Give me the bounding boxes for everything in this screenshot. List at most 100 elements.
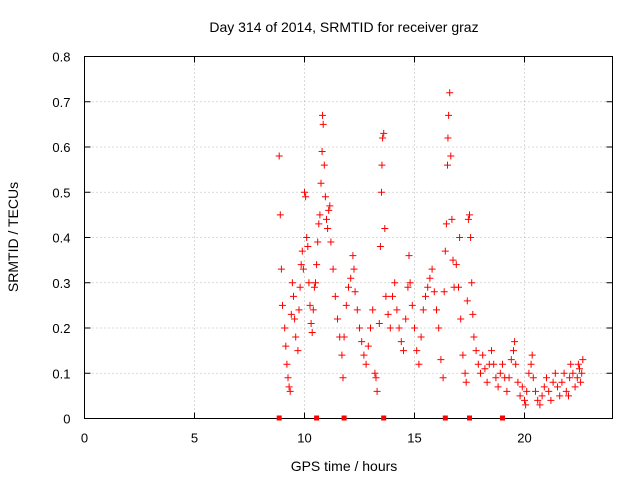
data-point (510, 347, 517, 355)
data-point (428, 265, 436, 273)
zero-marker (500, 415, 505, 421)
axis-ticks (84, 56, 613, 419)
data-point (496, 369, 504, 377)
data-point (347, 274, 355, 282)
data-point (276, 211, 284, 219)
x-tick-label: 0 (81, 431, 88, 446)
data-point (413, 347, 421, 355)
x-axis-title: GPS time / hours (291, 458, 398, 474)
data-point (291, 315, 299, 323)
data-point (481, 365, 489, 373)
data-point (282, 342, 290, 350)
data-point (304, 243, 312, 251)
data-point (307, 319, 315, 327)
data-point (422, 292, 429, 300)
data-point (277, 265, 285, 273)
data-point (494, 383, 502, 391)
data-point (452, 261, 460, 269)
data-point (406, 279, 414, 287)
data-point (456, 234, 464, 241)
data-point (340, 333, 348, 341)
data-point (457, 315, 465, 323)
data-point (294, 347, 302, 355)
y-tick-labels: 0 0.1 0.2 0.3 0.4 0.5 0.6 0.7 0.8 (52, 50, 70, 427)
data-point (386, 324, 394, 332)
zero-marker (341, 415, 347, 421)
data-point (360, 351, 368, 359)
data-point (467, 234, 475, 241)
data-point (375, 319, 383, 327)
x-tick-label: 10 (297, 431, 311, 446)
data-point (292, 333, 300, 341)
data-point (364, 342, 372, 350)
data-point (338, 351, 346, 359)
data-point (525, 369, 533, 377)
data-point (405, 252, 413, 260)
data-points (275, 89, 587, 421)
data-point (479, 351, 487, 359)
data-point (295, 306, 303, 314)
data-point (290, 292, 297, 300)
data-point (319, 111, 327, 119)
data-point (558, 378, 566, 386)
data-point (523, 387, 531, 395)
data-point (373, 387, 381, 395)
x-tick-labels: 0 5 10 15 20 (81, 431, 532, 446)
data-point (437, 356, 445, 364)
data-point (391, 279, 399, 287)
data-point (444, 161, 451, 169)
data-point (424, 283, 432, 291)
data-point (464, 215, 472, 223)
data-point (312, 279, 319, 287)
data-point (320, 161, 328, 169)
data-point (327, 238, 335, 246)
data-point (349, 252, 357, 260)
data-point (309, 306, 317, 314)
x-tick-label: 5 (191, 431, 198, 446)
data-point (302, 193, 310, 201)
data-point (376, 243, 384, 251)
data-point (306, 301, 314, 309)
data-point (477, 369, 484, 377)
data-point (404, 283, 412, 291)
data-point (538, 392, 546, 400)
y-tick-label: 0.6 (52, 140, 70, 155)
y-tick-label: 0.4 (52, 231, 70, 246)
data-point (462, 378, 470, 386)
data-point (439, 374, 447, 382)
data-point (372, 374, 380, 382)
y-axis-title: SRMTID / TECUs (5, 182, 21, 292)
data-point (400, 347, 407, 355)
data-point (362, 360, 370, 368)
data-point (315, 220, 323, 228)
y-tick-label: 0 (63, 412, 70, 427)
data-point (299, 265, 307, 273)
data-point (543, 374, 550, 382)
data-point (545, 387, 553, 395)
data-point (567, 360, 575, 368)
data-point (472, 347, 480, 355)
data-point (326, 202, 334, 210)
data-point (350, 265, 358, 273)
zero-marker (381, 415, 387, 421)
data-point (505, 374, 513, 382)
data-point (285, 383, 293, 391)
data-point (448, 215, 456, 223)
y-tick-label: 0.5 (52, 185, 70, 200)
data-point (536, 401, 544, 409)
data-point (528, 351, 536, 359)
data-point (389, 292, 396, 300)
data-point (378, 161, 386, 169)
data-point (565, 392, 572, 400)
data-point (378, 188, 385, 196)
data-point (527, 360, 535, 368)
data-point (316, 211, 324, 219)
data-point (469, 310, 477, 318)
y-tick-label: 0.2 (52, 321, 70, 336)
data-point (566, 374, 574, 382)
data-point (382, 292, 390, 300)
data-point (358, 338, 366, 346)
zero-marker (276, 415, 282, 421)
data-point (435, 324, 443, 332)
data-point (579, 356, 587, 364)
